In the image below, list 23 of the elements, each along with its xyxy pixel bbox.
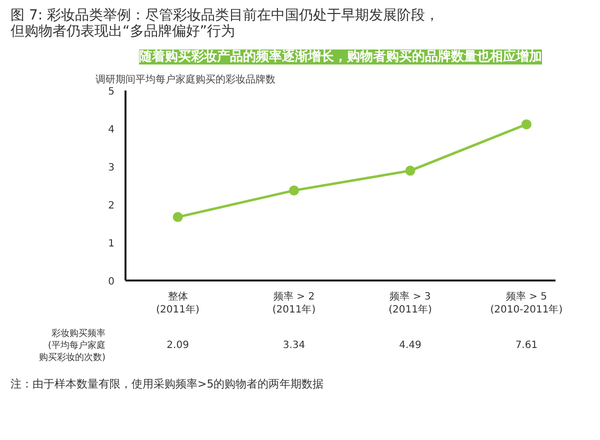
y-tick-label: 4 [108, 124, 115, 136]
y-tick-label: 1 [108, 238, 115, 250]
x-tick-label: 频率 > 3 (2011年) [388, 290, 432, 316]
text: 注：由于样本数量有限，使用采购频率>5的购物者的两年期数据 [10, 378, 324, 390]
point [405, 166, 416, 176]
text: 4.49 [399, 340, 422, 352]
y-axis-title: 调研期间平均每户家庭购买的彩妆品牌数 [96, 74, 276, 86]
x-tick-label: 频率 > 5 (2010-2011年) [490, 290, 563, 316]
text: 3.34 [282, 340, 306, 352]
y-tick-label: 0 [108, 276, 115, 288]
y-tick-label: 5 [108, 86, 115, 98]
y-tick-label: 3 [108, 162, 115, 174]
text: 2.09 [166, 340, 189, 352]
chart-title: 图 7: 彩妆品类举例：尽管彩妆品类目前在中国仍处于早期发展阶段，但购物者仍表现出“多品牌偏好”行为 [10, 8, 440, 40]
point [289, 185, 300, 196]
y-tick-label: 2 [108, 200, 115, 212]
text: 7.61 [515, 340, 538, 352]
text: 彩妆购买频率(平均每户家庭购买彩妆的次数) [38, 328, 106, 363]
point [521, 119, 532, 130]
x-tick-label: 整体 (2011年) [156, 290, 200, 316]
x-tick-label: 频率 > 2 (2011年) [272, 290, 316, 316]
point [172, 212, 183, 222]
chart-subtitle: 随着购买彩妆产品的频率逐渐增长，购物者购买的品牌数量也相应增加 [139, 48, 542, 64]
